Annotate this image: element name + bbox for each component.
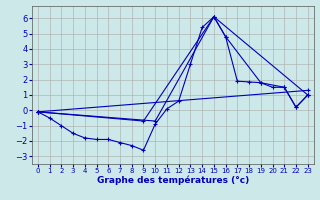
X-axis label: Graphe des températures (°c): Graphe des températures (°c) <box>97 176 249 185</box>
